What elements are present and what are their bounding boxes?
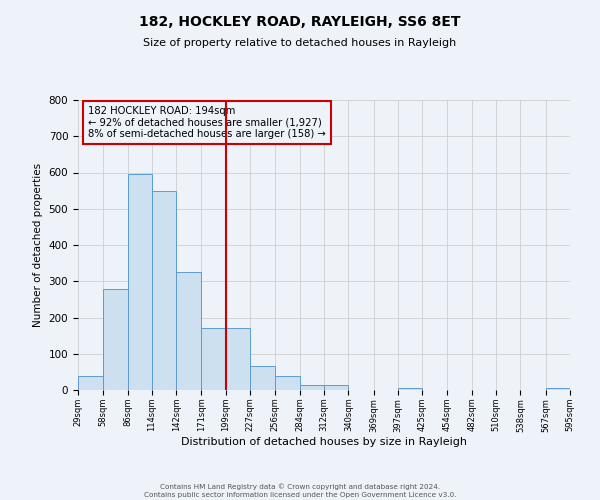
Y-axis label: Number of detached properties: Number of detached properties	[33, 163, 43, 327]
Bar	[152, 190, 176, 390]
Bar	[176, 272, 202, 390]
Bar	[299, 386, 324, 390]
Bar	[128, 174, 152, 390]
Bar	[545, 388, 570, 390]
Bar	[103, 289, 128, 390]
Bar	[202, 328, 226, 390]
Bar	[324, 386, 349, 390]
Text: Size of property relative to detached houses in Rayleigh: Size of property relative to detached ho…	[143, 38, 457, 48]
Bar	[275, 376, 299, 390]
Bar	[78, 376, 103, 390]
Bar	[398, 388, 422, 390]
Bar	[250, 366, 275, 390]
X-axis label: Distribution of detached houses by size in Rayleigh: Distribution of detached houses by size …	[181, 437, 467, 447]
Bar	[226, 328, 250, 390]
Text: 182, HOCKLEY ROAD, RAYLEIGH, SS6 8ET: 182, HOCKLEY ROAD, RAYLEIGH, SS6 8ET	[139, 15, 461, 29]
Text: 182 HOCKLEY ROAD: 194sqm
← 92% of detached houses are smaller (1,927)
8% of semi: 182 HOCKLEY ROAD: 194sqm ← 92% of detach…	[88, 106, 326, 139]
Text: Contains HM Land Registry data © Crown copyright and database right 2024.
Contai: Contains HM Land Registry data © Crown c…	[144, 484, 456, 498]
